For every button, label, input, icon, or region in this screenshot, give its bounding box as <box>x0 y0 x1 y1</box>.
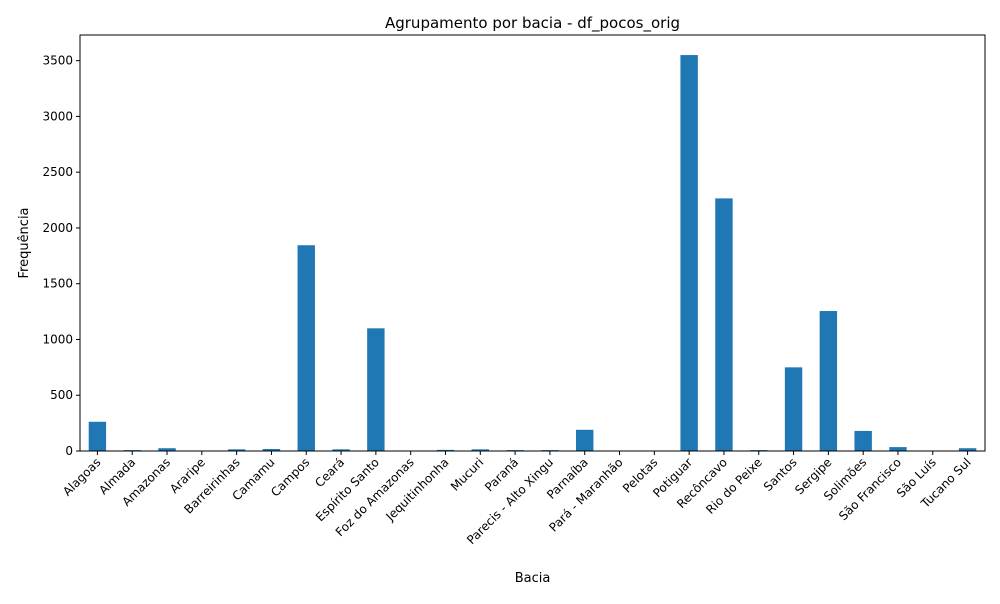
bars-group <box>89 55 977 451</box>
y-tick-label: 1000 <box>42 332 73 346</box>
bar-campos <box>298 245 315 451</box>
y-axis-label: Frequência <box>17 207 32 278</box>
x-tick-label: Alagoas <box>60 455 103 498</box>
x-axis-ticks: AlagoasAlmadaAmazonasAraripeBarreirinhas… <box>60 451 974 547</box>
chart-title: Agrupamento por bacia - df_pocos_orig <box>385 14 680 33</box>
bar-alagoas <box>89 422 106 451</box>
x-axis-label: Bacia <box>515 571 551 586</box>
bar-potiguar <box>680 55 697 451</box>
y-tick-label: 2000 <box>42 221 73 235</box>
y-tick-label: 1500 <box>42 277 73 291</box>
bar-s-o-francisco <box>889 447 906 451</box>
plot-frame <box>80 35 985 451</box>
y-tick-label: 0 <box>65 444 73 458</box>
bar-santos <box>785 367 802 451</box>
x-tick-label: Mucuri <box>448 455 486 493</box>
bar-sergipe <box>820 311 837 451</box>
y-tick-label: 3500 <box>42 54 73 68</box>
y-tick-label: 500 <box>50 388 73 402</box>
y-tick-label: 3000 <box>42 109 73 123</box>
bar-rec-ncavo <box>715 198 732 451</box>
bar-parna-ba <box>576 430 593 451</box>
y-axis-ticks: 0 500 1000 1500 2000 2500 3000 3500 <box>42 54 80 458</box>
x-tick-label: Campos <box>268 455 312 499</box>
y-tick-label: 2500 <box>42 165 73 179</box>
bar-solim-es <box>854 431 871 451</box>
bar-esp-rito-santo <box>367 328 384 451</box>
x-tick-label: Jequitinhonha <box>383 455 452 524</box>
